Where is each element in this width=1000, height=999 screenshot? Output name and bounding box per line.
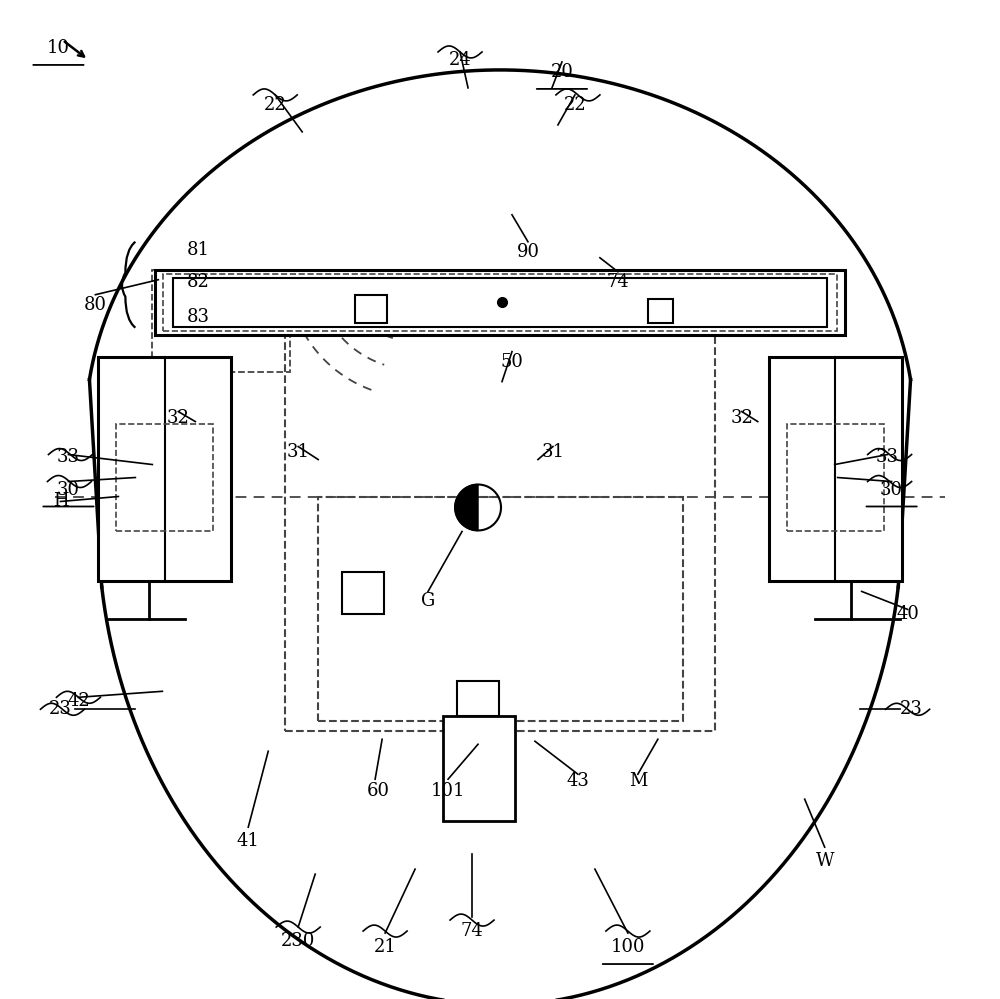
Text: 100: 100 <box>611 938 645 956</box>
Text: 22: 22 <box>264 96 287 114</box>
Bar <box>648 299 673 323</box>
Text: 30: 30 <box>57 481 80 499</box>
Bar <box>355 295 387 323</box>
Text: 33: 33 <box>876 448 899 466</box>
Bar <box>443 716 515 821</box>
Text: M: M <box>629 772 647 790</box>
Bar <box>769 357 902 581</box>
Bar <box>342 572 384 614</box>
Bar <box>163 274 837 331</box>
Text: 43: 43 <box>566 772 589 790</box>
Text: 24: 24 <box>449 51 471 69</box>
Bar <box>787 424 884 531</box>
Text: 40: 40 <box>896 605 919 623</box>
Text: 42: 42 <box>67 692 90 710</box>
Bar <box>457 681 499 716</box>
Polygon shape <box>455 485 478 530</box>
Text: 81: 81 <box>187 241 210 259</box>
Bar <box>318 497 683 721</box>
Bar <box>98 357 231 581</box>
Text: 101: 101 <box>431 782 465 800</box>
Text: 82: 82 <box>187 273 210 291</box>
Text: 32: 32 <box>167 409 190 427</box>
Text: 90: 90 <box>516 243 539 261</box>
Bar <box>152 270 290 372</box>
Text: 41: 41 <box>237 832 260 850</box>
Text: 230: 230 <box>281 932 315 950</box>
Text: 32: 32 <box>730 409 753 427</box>
Text: 21: 21 <box>374 938 397 956</box>
Text: 30: 30 <box>880 481 903 499</box>
Text: 74: 74 <box>607 273 629 291</box>
Bar <box>155 270 845 335</box>
Bar <box>285 282 715 731</box>
Text: 83: 83 <box>187 308 210 326</box>
Text: 23: 23 <box>49 700 72 718</box>
Text: 50: 50 <box>501 353 523 371</box>
Text: 60: 60 <box>367 782 390 800</box>
Text: 10: 10 <box>47 39 70 57</box>
Text: 20: 20 <box>551 63 573 81</box>
Bar <box>173 278 827 327</box>
Text: 80: 80 <box>84 296 107 314</box>
Text: G: G <box>421 592 435 610</box>
Text: 31: 31 <box>541 443 564 461</box>
Text: H: H <box>53 493 68 510</box>
Text: W: W <box>815 852 834 870</box>
Text: 22: 22 <box>564 96 586 114</box>
Text: 33: 33 <box>57 448 80 466</box>
Text: 74: 74 <box>461 922 483 940</box>
Text: 23: 23 <box>900 700 923 718</box>
Bar <box>116 424 213 531</box>
Text: 31: 31 <box>287 443 310 461</box>
